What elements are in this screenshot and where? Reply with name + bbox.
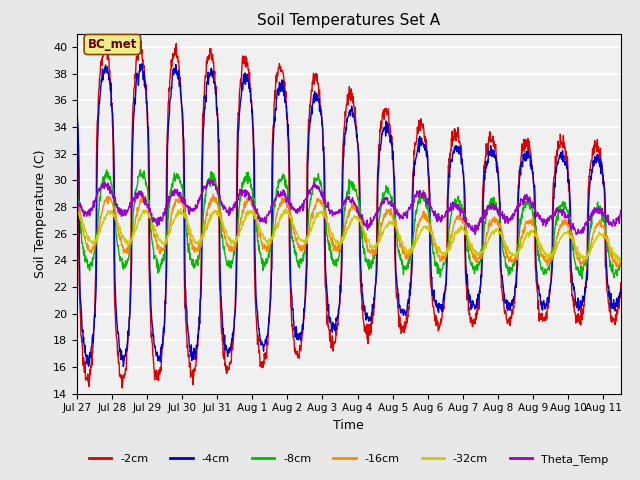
-16cm <box>613 264 621 270</box>
Y-axis label: Soil Temperature (C): Soil Temperature (C) <box>35 149 47 278</box>
-32cm <box>73 206 81 212</box>
-32cm <box>181 215 189 220</box>
-32cm <box>617 256 625 262</box>
Line: -2cm: -2cm <box>77 41 621 388</box>
Theta_Temp <box>180 202 188 207</box>
-4cm <box>553 163 561 169</box>
Line: -4cm: -4cm <box>77 64 621 367</box>
Theta_Temp <box>617 207 625 213</box>
-8cm <box>195 253 202 259</box>
-8cm <box>617 255 625 261</box>
-4cm <box>617 287 625 292</box>
-4cm <box>195 329 202 335</box>
Theta_Temp <box>208 177 216 183</box>
-16cm <box>617 257 625 263</box>
-16cm <box>505 257 513 263</box>
-32cm <box>553 243 561 249</box>
-4cm <box>255 332 263 337</box>
Legend: -2cm, -4cm, -8cm, -16cm, -32cm, Theta_Temp: -2cm, -4cm, -8cm, -16cm, -32cm, Theta_Te… <box>84 450 613 469</box>
-4cm <box>434 308 442 313</box>
-16cm <box>194 245 202 251</box>
-8cm <box>73 189 81 195</box>
-4cm <box>73 103 81 108</box>
-32cm <box>505 249 513 254</box>
Line: -8cm: -8cm <box>77 169 621 279</box>
-4cm <box>505 300 513 306</box>
X-axis label: Time: Time <box>333 419 364 432</box>
-16cm <box>73 197 81 203</box>
Theta_Temp <box>553 206 561 212</box>
Text: BC_met: BC_met <box>88 38 137 51</box>
Theta_Temp <box>572 232 580 238</box>
-32cm <box>614 260 621 266</box>
-16cm <box>553 236 561 241</box>
Theta_Temp <box>505 218 513 224</box>
-32cm <box>195 241 202 247</box>
Theta_Temp <box>73 197 81 203</box>
-2cm <box>255 348 263 354</box>
-2cm <box>137 38 145 44</box>
Theta_Temp <box>194 197 202 203</box>
-8cm <box>255 242 263 248</box>
-8cm <box>553 214 561 220</box>
Line: Theta_Temp: Theta_Temp <box>77 180 621 235</box>
-2cm <box>182 300 189 306</box>
Title: Soil Temperatures Set A: Soil Temperatures Set A <box>257 13 440 28</box>
-16cm <box>434 250 442 256</box>
-2cm <box>118 385 126 391</box>
-4cm <box>120 364 127 370</box>
Theta_Temp <box>434 219 442 225</box>
-2cm <box>195 324 202 330</box>
-2cm <box>505 317 513 323</box>
-2cm <box>73 108 81 113</box>
-4cm <box>182 285 189 291</box>
-2cm <box>553 147 561 153</box>
Theta_Temp <box>255 213 263 219</box>
-16cm <box>180 206 188 212</box>
-32cm <box>255 222 263 228</box>
-4cm <box>138 61 146 67</box>
-32cm <box>177 206 184 212</box>
-32cm <box>434 244 442 250</box>
-16cm <box>209 192 217 197</box>
Line: -16cm: -16cm <box>77 194 621 267</box>
-16cm <box>255 231 263 237</box>
-8cm <box>136 167 144 172</box>
-8cm <box>578 276 586 282</box>
-2cm <box>434 319 442 325</box>
Line: -32cm: -32cm <box>77 209 621 263</box>
-8cm <box>505 272 513 278</box>
-8cm <box>434 270 442 276</box>
-8cm <box>181 203 189 209</box>
-2cm <box>617 280 625 286</box>
